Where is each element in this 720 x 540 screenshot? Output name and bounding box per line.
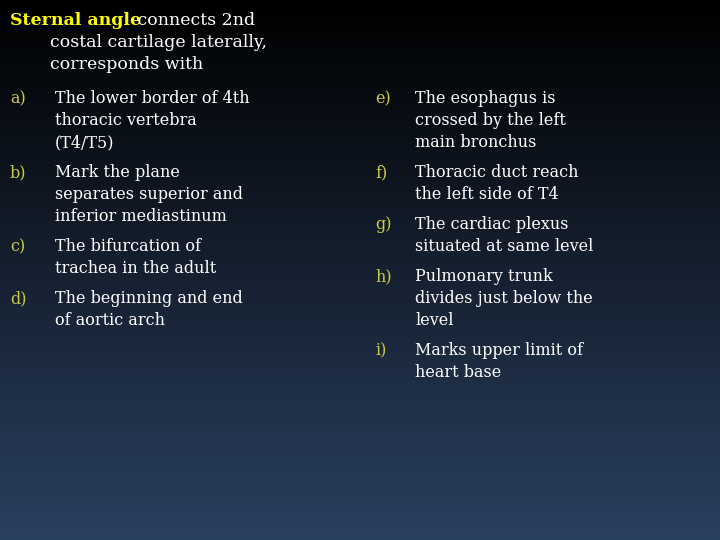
Text: The beginning and end: The beginning and end	[55, 290, 243, 307]
Text: divides just below the: divides just below the	[415, 290, 593, 307]
Text: trachea in the adult: trachea in the adult	[55, 260, 216, 277]
Text: h): h)	[375, 268, 392, 285]
Text: inferior mediastinum: inferior mediastinum	[55, 208, 227, 225]
Text: corresponds with: corresponds with	[50, 56, 203, 73]
Text: The lower border of 4th: The lower border of 4th	[55, 90, 250, 107]
Text: Thoracic duct reach: Thoracic duct reach	[415, 164, 578, 181]
Text: Mark the plane: Mark the plane	[55, 164, 180, 181]
Text: Sternal angle: Sternal angle	[10, 12, 141, 29]
Text: a): a)	[10, 90, 26, 107]
Text: the left side of T4: the left side of T4	[415, 186, 559, 203]
Text: thoracic vertebra: thoracic vertebra	[55, 112, 197, 129]
Text: level: level	[415, 312, 454, 329]
Text: costal cartilage laterally,: costal cartilage laterally,	[50, 34, 267, 51]
Text: connects 2nd: connects 2nd	[132, 12, 255, 29]
Text: (T4/T5): (T4/T5)	[55, 134, 114, 151]
Text: Marks upper limit of: Marks upper limit of	[415, 342, 583, 359]
Text: d): d)	[10, 290, 27, 307]
Text: of aortic arch: of aortic arch	[55, 312, 165, 329]
Text: e): e)	[375, 90, 391, 107]
Text: situated at same level: situated at same level	[415, 238, 593, 255]
Text: i): i)	[375, 342, 387, 359]
Text: c): c)	[10, 238, 25, 255]
Text: The bifurcation of: The bifurcation of	[55, 238, 201, 255]
Text: Pulmonary trunk: Pulmonary trunk	[415, 268, 553, 285]
Text: crossed by the left: crossed by the left	[415, 112, 566, 129]
Text: b): b)	[10, 164, 27, 181]
Text: The cardiac plexus: The cardiac plexus	[415, 216, 569, 233]
Text: separates superior and: separates superior and	[55, 186, 243, 203]
Text: f): f)	[375, 164, 387, 181]
Text: g): g)	[375, 216, 392, 233]
Text: main bronchus: main bronchus	[415, 134, 536, 151]
Text: heart base: heart base	[415, 364, 501, 381]
Text: The esophagus is: The esophagus is	[415, 90, 556, 107]
